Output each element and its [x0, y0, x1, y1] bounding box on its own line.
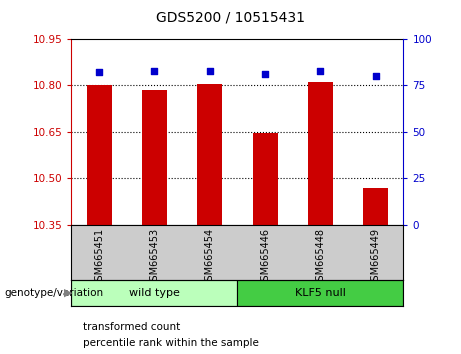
- Text: GSM665446: GSM665446: [260, 228, 270, 286]
- Text: GSM665448: GSM665448: [315, 228, 325, 286]
- Text: GSM665451: GSM665451: [94, 228, 104, 287]
- Text: wild type: wild type: [129, 288, 180, 298]
- Bar: [253, 133, 278, 225]
- Text: GSM665454: GSM665454: [205, 228, 215, 287]
- Text: KLF5 null: KLF5 null: [295, 288, 346, 298]
- Bar: [363, 188, 388, 225]
- Bar: [142, 90, 167, 225]
- Text: ▶: ▶: [64, 288, 72, 298]
- Bar: [237, 280, 403, 306]
- Bar: [87, 85, 112, 225]
- Point: [317, 68, 324, 73]
- Text: GDS5200 / 10515431: GDS5200 / 10515431: [156, 11, 305, 25]
- Point: [206, 68, 213, 73]
- Bar: [308, 82, 333, 225]
- Bar: [71, 280, 237, 306]
- Point: [95, 69, 103, 75]
- Text: transformed count: transformed count: [83, 322, 180, 332]
- Text: percentile rank within the sample: percentile rank within the sample: [83, 338, 259, 348]
- Point: [372, 73, 379, 79]
- Text: genotype/variation: genotype/variation: [5, 288, 104, 298]
- Text: GSM665449: GSM665449: [371, 228, 381, 286]
- Text: GSM665453: GSM665453: [149, 228, 160, 287]
- Point: [261, 72, 269, 77]
- Bar: [197, 84, 222, 225]
- Point: [151, 68, 158, 73]
